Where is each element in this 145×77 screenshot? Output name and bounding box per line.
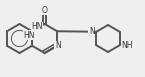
- Text: O: O: [42, 6, 48, 15]
- Text: N: N: [89, 27, 95, 36]
- Text: HN: HN: [23, 30, 35, 40]
- Text: HN: HN: [32, 22, 43, 31]
- Text: N: N: [55, 41, 61, 50]
- Text: NH: NH: [122, 41, 133, 50]
